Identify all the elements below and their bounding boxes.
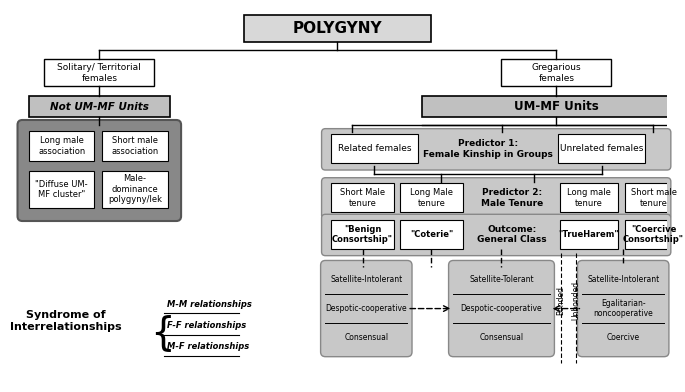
Text: Outcome:
General Class: Outcome: General Class xyxy=(477,225,547,244)
Bar xyxy=(560,183,618,212)
FancyBboxPatch shape xyxy=(321,260,412,357)
Text: M-M relationships: M-M relationships xyxy=(166,299,251,309)
Text: Bonded: Bonded xyxy=(557,287,566,316)
Bar xyxy=(45,59,154,86)
Bar xyxy=(102,131,168,162)
Bar xyxy=(401,183,463,212)
Text: Predictor 2:
Male Tenure: Predictor 2: Male Tenure xyxy=(481,188,543,208)
FancyBboxPatch shape xyxy=(321,214,671,256)
Bar xyxy=(501,59,611,86)
Text: Short Male
tenure: Short Male tenure xyxy=(340,188,385,208)
Text: "Benign
Consortship": "Benign Consortship" xyxy=(332,225,393,244)
Text: POLYGYNY: POLYGYNY xyxy=(292,21,382,36)
Bar xyxy=(469,220,556,249)
Text: Long male
tenure: Long male tenure xyxy=(567,188,611,208)
Text: Unrelated females: Unrelated females xyxy=(560,144,643,153)
Bar xyxy=(331,220,394,249)
Text: Gregarious
females: Gregarious females xyxy=(532,63,581,83)
Text: Despotic-cooperative: Despotic-cooperative xyxy=(461,304,543,313)
Text: Long male
association: Long male association xyxy=(38,136,86,156)
Text: "Coercive
Consortship": "Coercive Consortship" xyxy=(623,225,684,244)
Bar xyxy=(558,134,645,163)
Bar xyxy=(244,15,432,42)
Text: Related females: Related females xyxy=(338,144,411,153)
Text: Satellite-Tolerant: Satellite-Tolerant xyxy=(469,275,534,284)
Bar xyxy=(425,134,551,163)
Bar xyxy=(422,96,685,117)
FancyBboxPatch shape xyxy=(18,120,181,221)
Text: "TrueHarem": "TrueHarem" xyxy=(559,230,619,239)
FancyBboxPatch shape xyxy=(449,260,554,357)
Text: Unbonded: Unbonded xyxy=(571,281,580,320)
Text: Short male
association: Short male association xyxy=(111,136,158,156)
Bar xyxy=(469,183,556,212)
Text: Not UM-MF Units: Not UM-MF Units xyxy=(50,102,149,111)
Bar xyxy=(625,183,682,212)
Bar xyxy=(331,134,418,163)
Text: Syndrome of
Interrelationships: Syndrome of Interrelationships xyxy=(10,310,121,332)
Text: UM-MF Units: UM-MF Units xyxy=(514,100,599,113)
Text: Male-
dominance
polygyny/lek: Male- dominance polygyny/lek xyxy=(108,174,162,204)
Bar xyxy=(560,220,618,249)
Text: Consensual: Consensual xyxy=(345,333,388,342)
Text: {: { xyxy=(150,314,175,352)
Text: Short male
tenure: Short male tenure xyxy=(630,188,677,208)
Bar xyxy=(331,183,394,212)
Bar xyxy=(29,171,95,207)
Bar xyxy=(29,96,170,117)
Bar xyxy=(29,131,95,162)
Text: M-F relationships: M-F relationships xyxy=(166,342,249,351)
Text: Egalitarian-
noncooperative: Egalitarian- noncooperative xyxy=(593,299,653,318)
Text: Solitary/ Territorial
females: Solitary/ Territorial females xyxy=(58,63,141,83)
FancyBboxPatch shape xyxy=(577,260,669,357)
Text: Satellite-Intolerant: Satellite-Intolerant xyxy=(330,275,402,284)
Text: Satellite-Intolerant: Satellite-Intolerant xyxy=(587,275,660,284)
FancyBboxPatch shape xyxy=(321,178,671,219)
Text: Consensual: Consensual xyxy=(479,333,523,342)
Text: Coercive: Coercive xyxy=(607,333,640,342)
Text: Long Male
tenure: Long Male tenure xyxy=(410,188,453,208)
Text: F-F relationships: F-F relationships xyxy=(166,321,246,330)
Bar xyxy=(625,220,682,249)
Text: "Coterie": "Coterie" xyxy=(410,230,453,239)
Text: "Diffuse UM-
MF cluster": "Diffuse UM- MF cluster" xyxy=(36,180,88,199)
Bar xyxy=(102,171,168,207)
Text: Predictor 1:
Female Kinship in Groups: Predictor 1: Female Kinship in Groups xyxy=(423,139,553,158)
Text: Despotic-cooperative: Despotic-cooperative xyxy=(325,304,407,313)
Bar xyxy=(401,220,463,249)
FancyBboxPatch shape xyxy=(321,129,671,170)
